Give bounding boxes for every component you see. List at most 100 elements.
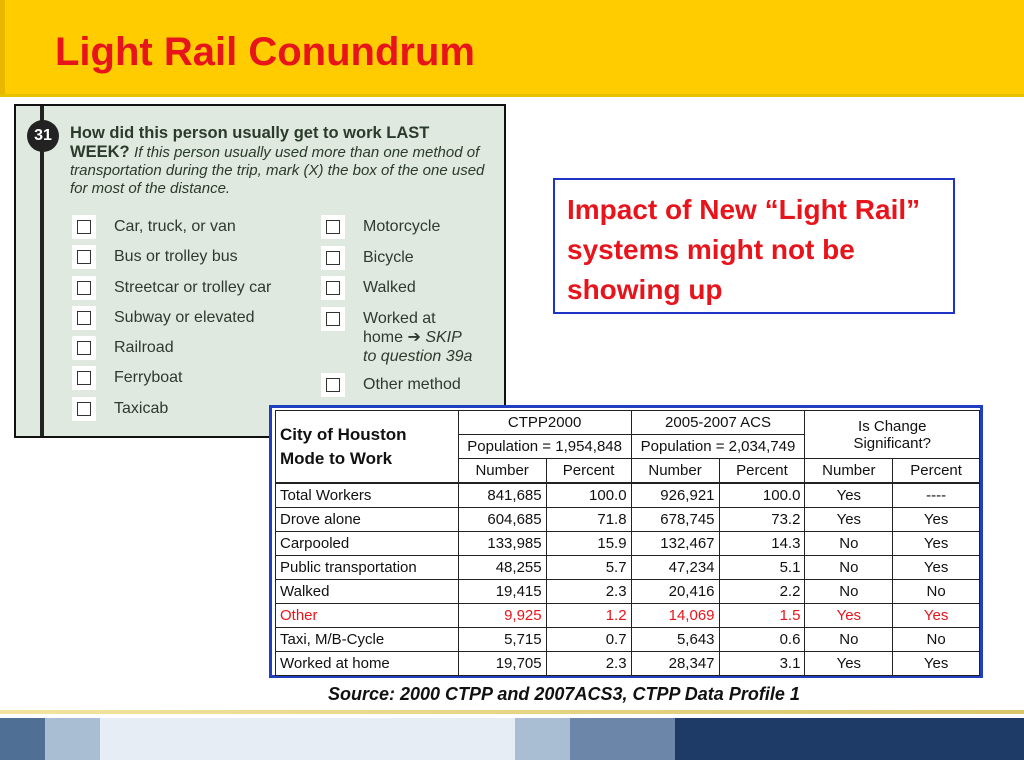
title-band-accent (0, 0, 5, 94)
cell-percent-acs: 5.1 (718, 555, 806, 580)
row-label: Walked (275, 579, 459, 604)
corner-line: Mode to Work (280, 448, 393, 468)
table-row-highlighted: Other 9,925 1.2 14,069 1.5 Yes Yes (275, 603, 980, 628)
header-ctpp2000-population: Population = 1,954,848 (457, 434, 632, 459)
question-instruction: If this person usually used more than on… (70, 144, 485, 197)
cell-percent-acs: 1.5 (718, 603, 806, 628)
header-significance: Is Change Significant? (804, 410, 980, 459)
checkbox (321, 246, 345, 270)
footer-bar (0, 718, 1024, 760)
checkbox (321, 276, 345, 300)
option-label: Bus or trolley bus (114, 248, 238, 265)
footer-segment (515, 718, 570, 760)
header-acs-population: Population = 2,034,749 (630, 434, 806, 459)
cell-percent-2000: 2.3 (545, 579, 632, 604)
mode-to-work-table: City of Houston Mode to Work CTPP2000 20… (269, 405, 983, 678)
header-ctpp2000: CTPP2000 (457, 410, 632, 435)
footer-bottom-strip (0, 760, 1024, 768)
question-text: How did this person usually get to work … (70, 124, 490, 198)
option-streetcar: Streetcar or trolley car (72, 276, 272, 300)
cell-sig-number: Yes (804, 482, 894, 508)
cell-number-acs: 678,745 (630, 507, 720, 532)
option-car: Car, truck, or van (72, 215, 236, 239)
cell-percent-2000: 0.7 (545, 627, 632, 652)
option-label: Railroad (114, 339, 174, 356)
row-label: Worked at home (275, 651, 459, 676)
cell-sig-number: Yes (804, 603, 894, 628)
slide-title: Light Rail Conundrum (55, 30, 475, 74)
footer-segment (365, 718, 515, 760)
row-label: Drove alone (275, 507, 459, 532)
option-bus: Bus or trolley bus (72, 245, 238, 269)
subheader-number: Number (630, 458, 720, 484)
cell-percent-2000: 100.0 (545, 482, 632, 508)
checkbox (72, 215, 96, 239)
option-label: Taxicab (114, 400, 169, 417)
cell-percent-2000: 71.8 (545, 507, 632, 532)
survey-question-image: 31 How did this person usually get to wo… (14, 104, 506, 438)
row-label: Carpooled (275, 531, 459, 556)
checkbox (321, 373, 345, 397)
option-label: Worked at home ➔ SKIP to question 39a (363, 309, 472, 366)
data-table: City of Houston Mode to Work CTPP2000 20… (275, 410, 980, 676)
table-row: Walked 19,415 2.3 20,416 2.2 No No (275, 579, 980, 604)
skip-target: to question 39a (363, 348, 473, 365)
cell-sig-number: No (804, 531, 894, 556)
row-label: Public transportation (275, 555, 459, 580)
cell-sig-number: No (804, 627, 894, 652)
option-label: Other method (363, 376, 461, 393)
option-label: Ferryboat (114, 369, 183, 386)
table-corner-header: City of Houston Mode to Work (275, 410, 459, 484)
cell-number-acs: 28,347 (630, 651, 720, 676)
option-railroad: Railroad (72, 336, 174, 360)
subheader-percent: Percent (892, 458, 980, 484)
footer-segment (150, 718, 365, 760)
source-citation: Source: 2000 CTPP and 2007ACS3, CTPP Dat… (328, 684, 800, 704)
cell-sig-percent: ---- (892, 482, 980, 508)
cell-sig-percent: Yes (892, 555, 980, 580)
table-row: Taxi, M/B-Cycle 5,715 0.7 5,643 0.6 No N… (275, 627, 980, 652)
option-taxicab: Taxicab (72, 397, 169, 421)
table-row: Total Workers 841,685 100.0 926,921 100.… (275, 482, 980, 508)
cell-number-acs: 14,069 (630, 603, 720, 628)
option-label-part: home ➔ (363, 329, 426, 346)
subheader-percent: Percent (718, 458, 806, 484)
callout-box: Impact of New “Light Rail” systems might… (553, 178, 955, 314)
cell-sig-number: Yes (804, 507, 894, 532)
table-row: Public transportation 48,255 5.7 47,234 … (275, 555, 980, 580)
cell-sig-percent: Yes (892, 531, 980, 556)
cell-sig-percent: No (892, 579, 980, 604)
title-divider (0, 94, 1024, 97)
option-ferryboat: Ferryboat (72, 366, 183, 390)
option-label-line: home ➔ SKIP (363, 328, 472, 347)
subheader-number: Number (457, 458, 547, 484)
skip-instruction: SKIP (425, 329, 462, 346)
option-label: Streetcar or trolley car (114, 279, 272, 296)
question-bold: How did this person usually get to work … (70, 124, 430, 161)
cell-percent-acs: 14.3 (718, 531, 806, 556)
option-motorcycle: Motorcycle (321, 215, 440, 239)
cell-number-acs: 47,234 (630, 555, 720, 580)
cell-sig-number: Yes (804, 651, 894, 676)
checkbox (72, 306, 96, 330)
cell-number-2000: 841,685 (457, 482, 547, 508)
cell-percent-2000: 15.9 (545, 531, 632, 556)
cell-sig-number: No (804, 555, 894, 580)
option-subway: Subway or elevated (72, 306, 255, 330)
checkbox (72, 276, 96, 300)
row-label: Other (275, 603, 459, 628)
checkbox (72, 366, 96, 390)
footer-segment (100, 718, 150, 760)
option-label: Bicycle (363, 249, 414, 266)
cell-number-2000: 19,415 (457, 579, 547, 604)
table-row: Carpooled 133,985 15.9 132,467 14.3 No Y… (275, 531, 980, 556)
form-margin-line (40, 106, 44, 436)
row-label: Taxi, M/B-Cycle (275, 627, 459, 652)
cell-sig-number: No (804, 579, 894, 604)
option-worked-at-home: Worked at home ➔ SKIP to question 39a (321, 307, 472, 366)
cell-number-acs: 132,467 (630, 531, 720, 556)
cell-percent-acs: 100.0 (718, 482, 806, 508)
cell-sig-percent: No (892, 627, 980, 652)
cell-percent-acs: 0.6 (718, 627, 806, 652)
option-walked: Walked (321, 276, 416, 300)
